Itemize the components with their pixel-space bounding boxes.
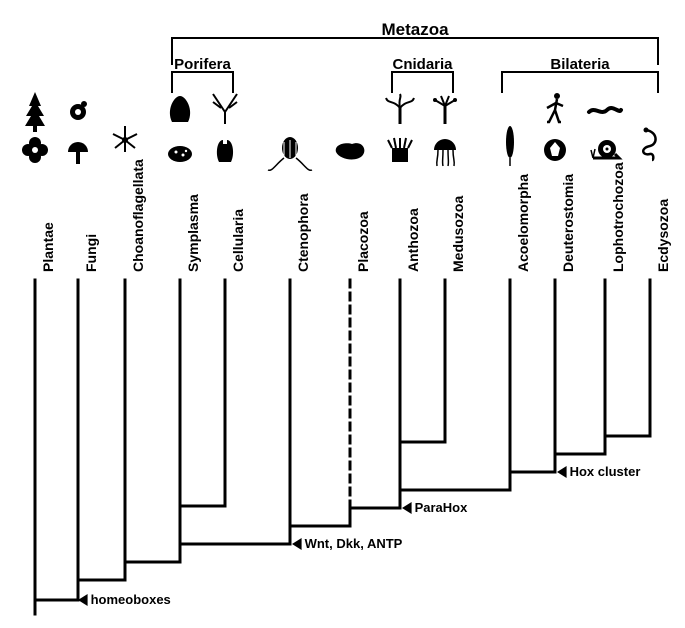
mushroom-icon <box>54 126 102 174</box>
group-label-bilateria: Bilateria <box>550 56 609 73</box>
group-label-cnidaria: Cnidaria <box>392 56 452 73</box>
tip-label-lophotrochozoa: Lophotrochozoa <box>610 162 626 272</box>
anemone-icon <box>376 126 424 174</box>
tip-label-medusozoa: Medusozoa <box>450 196 466 272</box>
snail-icon <box>581 126 629 174</box>
annotation-parahox: ParaHox <box>415 500 468 515</box>
sanddollar-icon <box>531 126 579 174</box>
phylogeny-diagram: Plantae Fungi Choanoflagellata Symplasma Cel… <box>0 0 685 628</box>
flower-icon <box>11 126 59 174</box>
jellyfish-icon <box>421 126 469 174</box>
tip-label-acoelomorpha: Acoelomorpha <box>515 174 531 272</box>
annotation-wnt: Wnt, Dkk, ANTP <box>305 536 403 551</box>
group-label-porifera: Porifera <box>174 56 231 73</box>
tip-label-symplasma: Symplasma <box>185 194 201 272</box>
tip-label-fungi: Fungi <box>83 234 99 272</box>
tip-label-plantae: Plantae <box>40 222 56 272</box>
tip-label-cellularia: Cellularia <box>230 209 246 272</box>
tip-label-ctenophora: Ctenophora <box>295 193 311 272</box>
group-label-metazoa: Metazoa <box>381 20 448 40</box>
tip-label-placozoa: Placozoa <box>355 211 371 272</box>
tip-label-ecdysozoa: Ecdysozoa <box>655 199 671 272</box>
annotation-hox: Hox cluster <box>570 464 641 479</box>
acoel-icon <box>486 118 534 166</box>
tip-label-choanoflagellata: Choanoflagellata <box>130 159 146 272</box>
vase-sponge-icon <box>201 126 249 174</box>
choano-icon <box>101 116 149 164</box>
ctenophore-icon <box>266 126 314 174</box>
tip-label-deuterostomia: Deuterostomia <box>560 174 576 272</box>
nematode-icon <box>626 118 674 166</box>
sponge2-icon <box>156 126 204 174</box>
placozoa-icon <box>326 126 374 174</box>
annotation-homeoboxes: homeoboxes <box>91 592 171 607</box>
tip-label-anthozoa: Anthozoa <box>405 208 421 272</box>
